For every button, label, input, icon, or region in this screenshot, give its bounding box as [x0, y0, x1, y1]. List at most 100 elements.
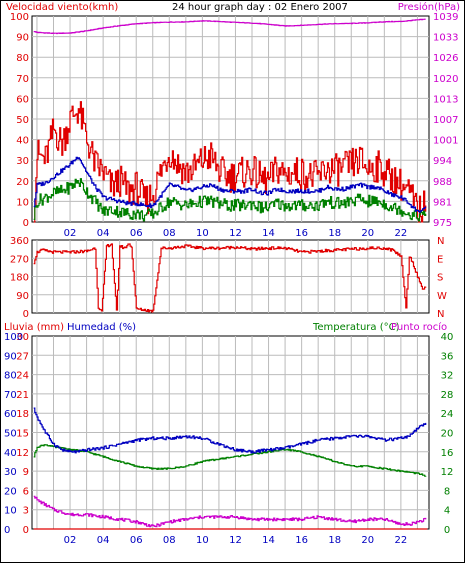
- x-tick-label: 08: [163, 228, 176, 239]
- pressure-axis-title: Presión(hPa): [398, 1, 460, 13]
- pressure-y-tick: 981: [433, 197, 452, 208]
- wind-y-tick: 60: [16, 94, 29, 105]
- graph-title: 24 hour graph day : 02 Enero 2007: [172, 2, 348, 13]
- temperature-y-tick: 28: [441, 390, 454, 401]
- wind-y-tick: 10: [16, 197, 29, 208]
- direction-y-tick: 180: [10, 273, 29, 284]
- x-tick-label: 14: [262, 535, 275, 546]
- temperature-y-tick: 8: [444, 486, 450, 497]
- x-tick-label: 22: [395, 228, 408, 239]
- temp-x-ticks: 02 04 06 08 10 12 14 16 18 20 22: [64, 535, 408, 546]
- temperature-axis-title: Temperatura (°C): [312, 322, 400, 333]
- wind-y-tick: 70: [16, 74, 29, 85]
- temperature-y-tick: 32: [441, 371, 454, 382]
- humidity-y-tick: 100: [4, 332, 23, 343]
- x-tick-label: 20: [361, 228, 374, 239]
- humidity-y-tick: 70: [4, 390, 17, 401]
- temperature-y-tick: 4: [444, 506, 450, 517]
- x-tick-label: 18: [328, 535, 341, 546]
- temperature-y-tick: 0: [444, 525, 450, 536]
- temperature-line: [33, 444, 427, 477]
- pressure-y-tick: 994: [433, 156, 452, 167]
- compass-y-tick: S: [437, 273, 443, 284]
- humidity-y-tick: 30: [4, 467, 17, 478]
- direction-y-tick: 270: [10, 254, 29, 265]
- temp-panel-grid: [32, 336, 429, 529]
- pressure-y-tick: 1001: [433, 136, 458, 147]
- pressure-y-ticks: 975 981 988 994 1001 1007 1013 1020 1026 1033 1039: [433, 12, 458, 229]
- rain-y-tick: 6: [23, 486, 29, 497]
- rain-axis-title: Lluvia (mm): [4, 322, 64, 333]
- temperature-y-tick: 40: [441, 332, 454, 343]
- rain-y-tick: 18: [16, 409, 29, 420]
- humidity-y-tick: 10: [4, 506, 17, 517]
- rain-y-tick: 24: [16, 371, 29, 382]
- wind-y-tick: 90: [16, 33, 29, 44]
- humidity-y-tick: 50: [4, 429, 17, 440]
- wind-y-tick: 40: [16, 136, 29, 147]
- compass-y-tick: W: [437, 291, 447, 302]
- x-tick-label: 20: [361, 535, 374, 546]
- x-tick-label: 10: [196, 535, 209, 546]
- wind-y-tick: 20: [16, 177, 29, 188]
- x-tick-label: 14: [262, 228, 275, 239]
- rain-y-tick: 3: [23, 506, 29, 517]
- rain-y-tick: 30: [16, 332, 29, 343]
- rain-y-ticks: 0 3 6 9 12 15 18 21 24 27 30: [16, 332, 29, 536]
- pressure-y-tick: 1026: [433, 53, 458, 64]
- direction-y-tick: 90: [16, 291, 29, 302]
- x-tick-label: 16: [295, 535, 308, 546]
- x-tick-label: 16: [295, 228, 308, 239]
- rain-y-tick: 9: [23, 467, 29, 478]
- wind-direction-line: [33, 243, 427, 313]
- humidity-y-tick: 20: [4, 486, 17, 497]
- x-tick-label: 04: [97, 228, 110, 239]
- x-tick-label: 06: [130, 535, 143, 546]
- wind-y-tick: 30: [16, 156, 29, 167]
- wind-y-tick: 50: [16, 115, 29, 126]
- direction-y-tick: 0: [23, 309, 29, 320]
- compass-y-tick: N: [437, 236, 444, 247]
- wind-axis-title: Velocidad viento(kmh): [6, 2, 118, 13]
- wind-x-ticks: 02 04 06 08 10 12 14 16 18 20 22: [64, 228, 408, 239]
- humidity-y-ticks: 0 10 20 30 40 50 60 70 80 90 100: [4, 332, 23, 536]
- x-tick-label: 02: [64, 535, 77, 546]
- humidity-y-tick: 60: [4, 409, 17, 420]
- pressure-y-tick: 1033: [433, 33, 458, 44]
- pressure-line: [33, 18, 426, 35]
- humidity-y-tick: 80: [4, 371, 17, 382]
- pressure-y-tick: 1013: [433, 94, 458, 105]
- direction-y-tick: 360: [10, 236, 29, 247]
- pressure-y-tick: 988: [433, 177, 452, 188]
- pressure-y-tick: 975: [433, 218, 452, 229]
- humidity-axis-title: Humedad (%): [67, 322, 136, 333]
- x-tick-label: 10: [196, 228, 209, 239]
- wind-gust-line: [33, 101, 427, 223]
- temp-humidity-lines: [33, 407, 428, 530]
- rain-y-tick: 12: [16, 448, 29, 459]
- x-tick-label: 08: [163, 535, 176, 546]
- wind-average-line: [33, 156, 427, 213]
- x-tick-label: 02: [64, 228, 77, 239]
- temperature-y-ticks: 0 4 8 12 16 20 24 28 32 36 40: [441, 332, 454, 536]
- x-tick-label: 22: [395, 535, 408, 546]
- wind-y-tick: 0: [23, 218, 29, 229]
- wind-low-line: [33, 178, 427, 222]
- wind-pressure-lines: [33, 18, 427, 223]
- humidity-y-tick: 40: [4, 448, 17, 459]
- compass-y-tick: E: [437, 254, 443, 265]
- x-tick-label: 12: [229, 535, 242, 546]
- temperature-y-tick: 24: [441, 409, 454, 420]
- pressure-y-tick: 1039: [433, 12, 458, 23]
- humidity-y-tick: 90: [4, 351, 17, 362]
- temperature-y-tick: 16: [441, 448, 454, 459]
- direction-y-ticks: 0 90 180 270 360: [10, 236, 29, 320]
- wind-y-tick: 100: [10, 12, 29, 23]
- humidity-line: [33, 407, 427, 454]
